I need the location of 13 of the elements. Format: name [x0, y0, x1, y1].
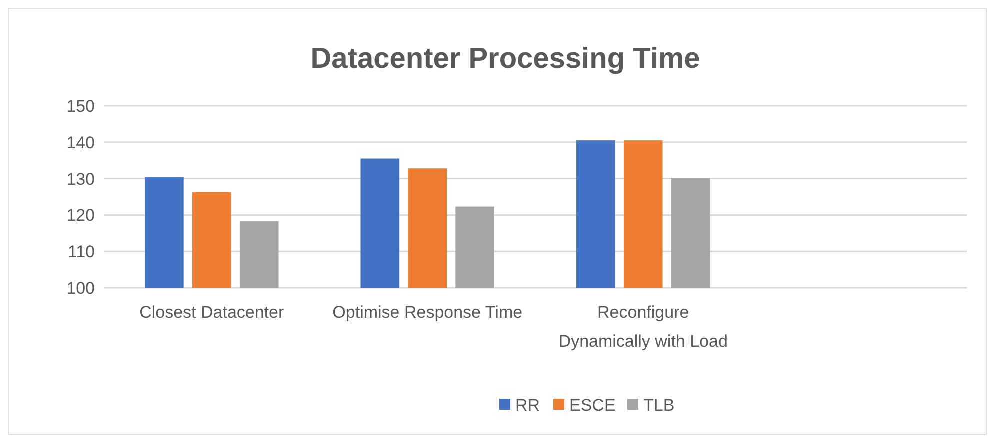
x-tick-label: Closest Datacenter — [140, 303, 284, 322]
y-tick-label: 140 — [66, 133, 95, 152]
y-tick-label: 110 — [68, 242, 95, 262]
y-tick-label: 150 — [66, 96, 95, 116]
x-tick-label: Reconfigure Dynamically with Load — [558, 303, 728, 351]
x-tick-label: Optimise Response Time — [332, 303, 523, 322]
legend-label: RR — [516, 396, 540, 415]
y-tick-label: 120 — [66, 206, 95, 226]
chart-title: Datacenter Processing Time — [310, 43, 700, 75]
y-tick-label: 130 — [66, 170, 95, 189]
legend-label: TLB — [644, 396, 675, 415]
y-tick-label: 100 — [66, 278, 95, 298]
legend-label: ESCE — [570, 396, 616, 415]
